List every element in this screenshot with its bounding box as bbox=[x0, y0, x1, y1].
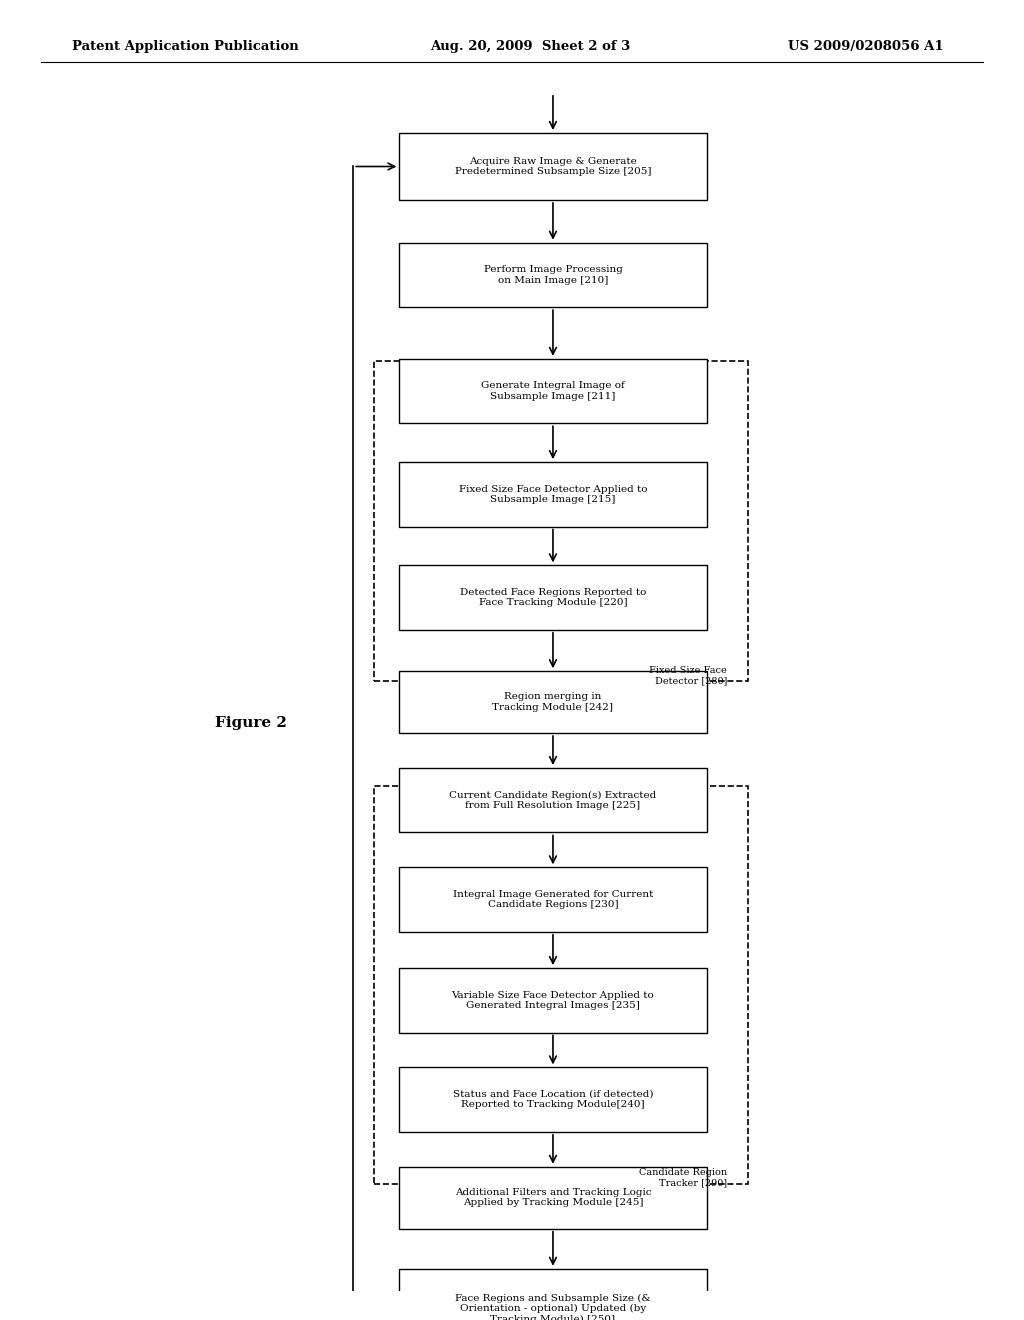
FancyBboxPatch shape bbox=[399, 768, 707, 833]
Text: Candidate Region
Tracker [290]: Candidate Region Tracker [290] bbox=[639, 1168, 727, 1188]
FancyBboxPatch shape bbox=[399, 968, 707, 1032]
Text: Additional Filters and Tracking Logic
Applied by Tracking Module [245]: Additional Filters and Tracking Logic Ap… bbox=[455, 1188, 651, 1208]
Text: Perform Image Processing
on Main Image [210]: Perform Image Processing on Main Image [… bbox=[483, 265, 623, 285]
Text: Aug. 20, 2009  Sheet 2 of 3: Aug. 20, 2009 Sheet 2 of 3 bbox=[430, 40, 631, 53]
FancyBboxPatch shape bbox=[399, 565, 707, 630]
FancyBboxPatch shape bbox=[399, 133, 707, 201]
Text: US 2009/0208056 A1: US 2009/0208056 A1 bbox=[788, 40, 944, 53]
FancyBboxPatch shape bbox=[399, 359, 707, 424]
FancyBboxPatch shape bbox=[399, 867, 707, 932]
Text: Generate Integral Image of
Subsample Image [211]: Generate Integral Image of Subsample Ima… bbox=[481, 381, 625, 401]
FancyBboxPatch shape bbox=[399, 671, 707, 733]
Text: Variable Size Face Detector Applied to
Generated Integral Images [235]: Variable Size Face Detector Applied to G… bbox=[452, 990, 654, 1010]
Text: Patent Application Publication: Patent Application Publication bbox=[72, 40, 298, 53]
Text: Integral Image Generated for Current
Candidate Regions [230]: Integral Image Generated for Current Can… bbox=[453, 890, 653, 909]
Text: Current Candidate Region(s) Extracted
from Full Resolution Image [225]: Current Candidate Region(s) Extracted fr… bbox=[450, 791, 656, 810]
FancyBboxPatch shape bbox=[399, 1269, 707, 1320]
Text: Face Regions and Subsample Size (&
Orientation - optional) Updated (by
Tracking : Face Regions and Subsample Size (& Orien… bbox=[455, 1294, 651, 1320]
FancyBboxPatch shape bbox=[399, 1068, 707, 1133]
Text: Fixed Size Face Detector Applied to
Subsample Image [215]: Fixed Size Face Detector Applied to Subs… bbox=[459, 484, 647, 504]
Text: Region merging in
Tracking Module [242]: Region merging in Tracking Module [242] bbox=[493, 693, 613, 711]
Text: Acquire Raw Image & Generate
Predetermined Subsample Size [205]: Acquire Raw Image & Generate Predetermin… bbox=[455, 157, 651, 176]
FancyBboxPatch shape bbox=[399, 462, 707, 527]
Text: Status and Face Location (if detected)
Reported to Tracking Module[240]: Status and Face Location (if detected) R… bbox=[453, 1090, 653, 1109]
Text: Fixed Size Face
Detector [280]: Fixed Size Face Detector [280] bbox=[649, 667, 727, 685]
Text: Detected Face Regions Reported to
Face Tracking Module [220]: Detected Face Regions Reported to Face T… bbox=[460, 587, 646, 607]
Text: Figure 2: Figure 2 bbox=[215, 715, 287, 730]
FancyBboxPatch shape bbox=[399, 1167, 707, 1229]
FancyBboxPatch shape bbox=[399, 243, 707, 308]
